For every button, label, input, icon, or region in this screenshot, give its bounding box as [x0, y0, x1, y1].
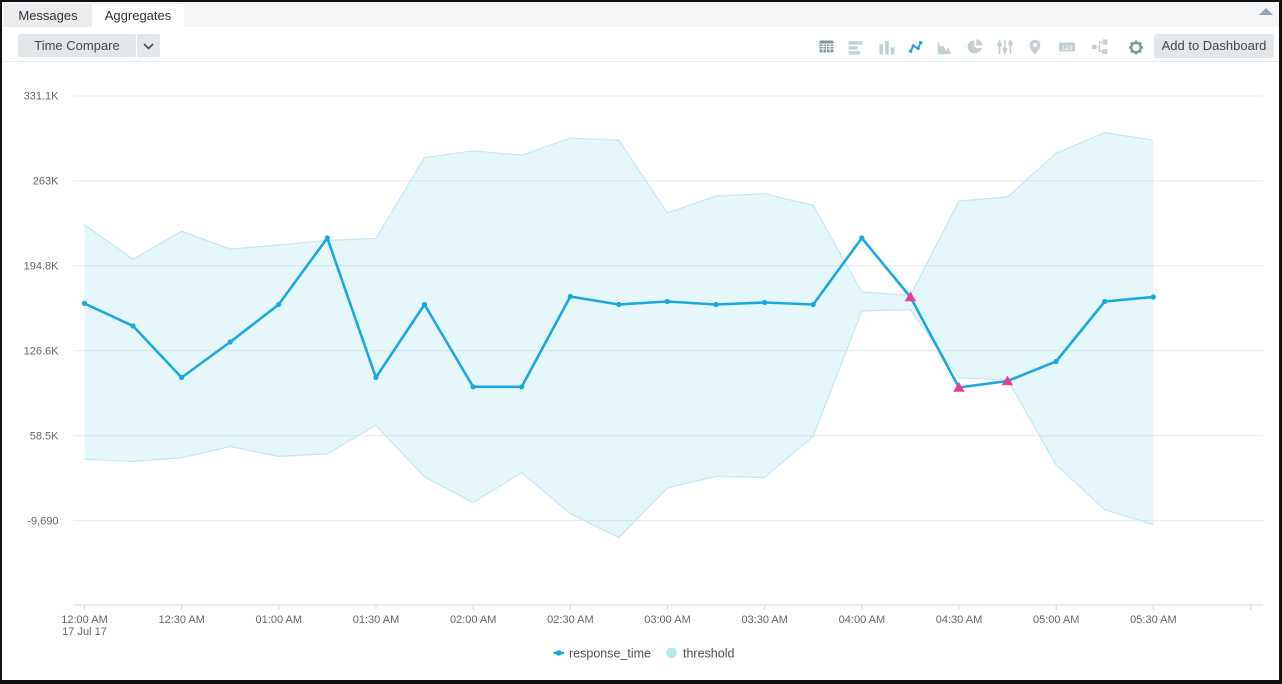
- svg-text:02:00 AM: 02:00 AM: [450, 614, 496, 626]
- svg-text:12:30 AM: 12:30 AM: [158, 614, 204, 626]
- svg-text:03:00 AM: 03:00 AM: [644, 614, 690, 626]
- svg-text:331.1K: 331.1K: [24, 91, 60, 103]
- svg-text:17 Jul 17: 17 Jul 17: [62, 626, 107, 638]
- svg-text:05:30 AM: 05:30 AM: [1130, 614, 1176, 626]
- svg-text:58.5K: 58.5K: [30, 430, 59, 442]
- svg-text:threshold: threshold: [683, 647, 734, 661]
- svg-text:01:00 AM: 01:00 AM: [256, 614, 302, 626]
- svg-text:123: 123: [1062, 45, 1073, 52]
- svg-text:194.8K: 194.8K: [24, 261, 60, 273]
- svg-text:-9,690: -9,690: [27, 515, 58, 527]
- svg-text:04:30 AM: 04:30 AM: [936, 614, 982, 626]
- svg-text:263K: 263K: [33, 176, 59, 188]
- svg-text:04:00 AM: 04:00 AM: [839, 614, 885, 626]
- svg-text:response_time: response_time: [569, 647, 651, 661]
- svg-text:126.6K: 126.6K: [24, 346, 60, 358]
- svg-text:03:30 AM: 03:30 AM: [741, 614, 787, 626]
- svg-text:02:30 AM: 02:30 AM: [547, 614, 593, 626]
- svg-text:01:30 AM: 01:30 AM: [353, 614, 399, 626]
- svg-text:12:00 AM: 12:00 AM: [61, 614, 107, 626]
- svg-text:05:00 AM: 05:00 AM: [1033, 614, 1079, 626]
